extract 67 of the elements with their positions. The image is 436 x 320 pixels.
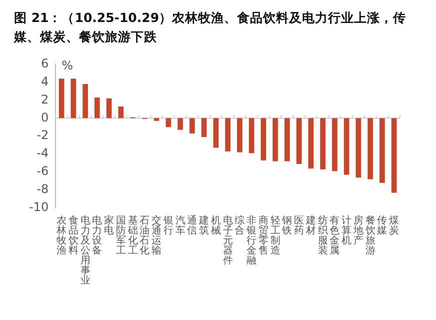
x-tick-label: 建材 [304,214,316,237]
bar [178,118,183,130]
bar [356,118,362,178]
bar [58,78,64,118]
x-tick-label: 石油石化 [140,216,150,257]
bar [201,118,207,137]
y-tick-label: 2 [40,92,49,106]
bar [332,118,338,172]
x-tick-label: 家电 [104,214,114,237]
y-tick-label: -2 [36,128,49,142]
y-tick-label: -8 [36,182,49,196]
bar [368,118,373,180]
x-tick-label: 煤炭 [389,214,400,237]
bar [344,118,350,175]
x-tick-label: 非银行金融 [246,214,257,267]
x-tick-label: 房地产 [352,214,364,247]
x-tick-label: 商贸零售 [258,214,268,257]
bar [308,118,314,168]
bar [260,118,266,160]
x-tick-label: 电力设备 [92,214,102,257]
bar [213,118,219,148]
y-tick-label: 4 [40,74,49,88]
bar [225,118,230,152]
y-tick-label: -4 [36,146,49,160]
x-tick-label: 食品饮料 [67,214,78,257]
bar [380,118,385,183]
bar [94,97,100,118]
bar [284,118,290,162]
y-tick-label: -6 [36,164,49,178]
bar [237,118,242,152]
bar [82,84,88,118]
bar [391,118,397,193]
bar [166,118,172,128]
bar [190,118,195,134]
bar [248,118,254,154]
x-tick-label: 传媒 [377,216,388,237]
x-tick-label: 综合 [234,214,245,237]
x-tick-label: 电子元器件 [222,214,233,267]
x-tick-label: 电力及公用事业 [80,214,90,287]
bar [272,118,278,162]
y-tick-label: 0 [40,110,49,124]
bar [106,98,112,118]
bar [296,118,302,164]
x-tick-label: 轻工制造 [270,214,280,257]
x-tick-label: 机械 [210,214,221,237]
bar [320,118,326,170]
x-tick-label: 有色金属 [330,214,340,257]
x-tick-label: 国防军工 [116,216,126,257]
x-tick-label: 纺织服装 [318,214,328,257]
bar [154,118,160,121]
x-tick-label: 农林牧渔 [56,216,67,257]
x-tick-label: 医药 [294,216,304,237]
x-tick-label: 交通运输 [152,214,162,257]
x-tick-label: 建筑 [198,214,210,237]
x-tick-label: 基础化工 [126,214,138,257]
bar [70,78,76,118]
bar [118,106,124,118]
x-tick-label: 计算机 [342,214,352,247]
y-tick-label: 6 [40,56,49,70]
chart-title: 图 21：（10.25-10.29）农林牧渔、食品饮料及电力行业上涨，传媒、煤炭、餐饮旅游下跌 [14,9,408,46]
x-tick-label: 银行 [162,216,174,237]
x-tick-label: 钢铁 [281,216,292,237]
y-axis-title: % [62,58,74,72]
y-tick-label: -10 [28,200,49,214]
x-tick-label: 餐饮旅游 [364,214,376,257]
x-tick-label: 通信 [187,214,198,237]
x-tick-label: 汽车 [175,214,186,237]
